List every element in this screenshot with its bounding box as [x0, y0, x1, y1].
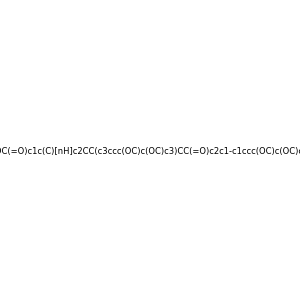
Text: COC(=O)c1c(C)[nH]c2CC(c3ccc(OC)c(OC)c3)CC(=O)c2c1-c1ccc(OC)c(OC)c1Br: COC(=O)c1c(C)[nH]c2CC(c3ccc(OC)c(OC)c3)C…	[0, 147, 300, 156]
